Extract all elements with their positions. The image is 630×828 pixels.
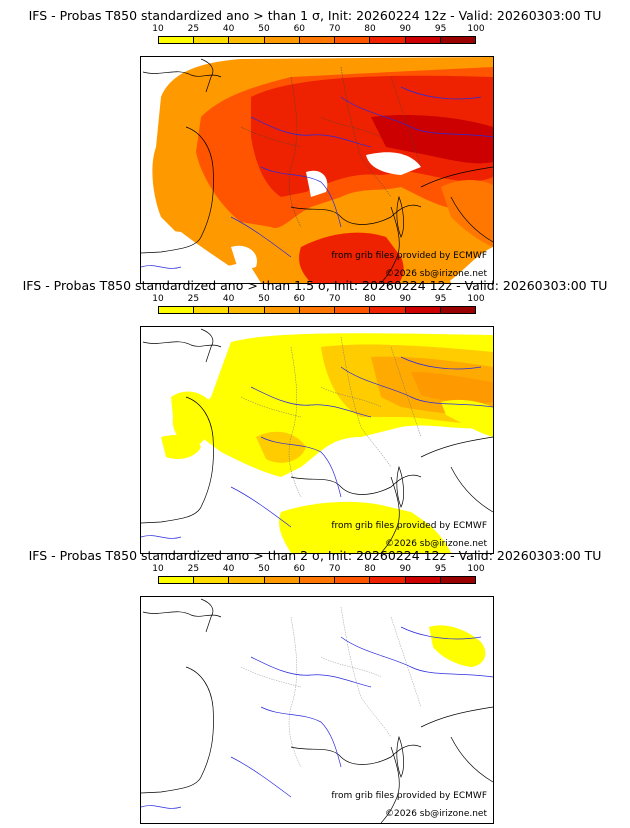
colorbar-legend: 10 25 40 50 60 70 80 90 95 100 (152, 294, 485, 318)
colorbar-swatch (229, 577, 265, 583)
colorbar-swatch (370, 307, 406, 313)
colorbar-tick-label: 25 (187, 564, 200, 574)
colorbar-swatch (335, 37, 371, 43)
colorbar-swatch (264, 577, 300, 583)
probability-map: from grib files provided by ECMWF ©2026 … (140, 596, 494, 824)
probability-map: from grib files provided by ECMWF ©2026 … (140, 326, 494, 554)
panel-title: IFS - Probas T850 standardized ano > tha… (28, 548, 602, 563)
map-canvas (141, 598, 493, 823)
colorbar-tick-label: 25 (187, 294, 200, 304)
colorbar-tick-label: 25 (187, 24, 200, 34)
map-canvas (141, 328, 493, 553)
colorbar-tick-label: 100 (467, 24, 485, 34)
colorbar-tick-label: 10 (152, 564, 164, 574)
colorbar-swatch (229, 307, 265, 313)
colorbar-swatch (194, 307, 230, 313)
colorbar-swatch (370, 37, 406, 43)
colorbar-swatch (405, 37, 441, 43)
colorbar-tick-label: 100 (467, 294, 485, 304)
colorbar-swatch (335, 577, 371, 583)
map-canvas (141, 57, 493, 283)
probability-fill (429, 625, 486, 667)
rivers (141, 86, 493, 269)
country-borders (240, 66, 422, 228)
colorbar-tick-label: 95 (434, 294, 447, 304)
colorbar-tick-label: 100 (467, 564, 485, 574)
colorbar-tick-label: 95 (434, 564, 447, 574)
map-panel-1-5sigma: IFS - Probas T850 standardized ano > tha… (0, 278, 630, 554)
colorbar-tick-label: 90 (399, 564, 412, 574)
colorbar-swatch (440, 577, 475, 583)
coastlines (141, 598, 493, 823)
panel-title: IFS - Probas T850 standardized ano > tha… (22, 278, 608, 293)
colorbar-swatch (440, 307, 475, 313)
map-panel-1sigma: IFS - Probas T850 standardized ano > tha… (0, 8, 630, 284)
credit-grib-source: from grib files provided by ECMWF (331, 521, 487, 531)
colorbar-swatch (370, 577, 406, 583)
panel-title: IFS - Probas T850 standardized ano > tha… (28, 8, 602, 23)
colorbar-tick-label: 70 (328, 294, 341, 304)
colorbar-swatch (440, 37, 475, 43)
probability-fill (141, 57, 493, 283)
coastlines (141, 58, 493, 283)
map-panel-2sigma: IFS - Probas T850 standardized ano > tha… (0, 548, 630, 824)
colorbar-swatch (405, 307, 441, 313)
colorbar-tick-label: 80 (364, 24, 376, 34)
colorbar-tick-label: 40 (222, 564, 235, 574)
colorbar-tick-label: 95 (434, 24, 447, 34)
colorbar-tick-label: 50 (258, 24, 270, 34)
colorbar-swatch (229, 37, 265, 43)
probability-map: from grib files provided by ECMWF ©2026 … (140, 56, 494, 284)
colorbar-swatch (159, 37, 195, 43)
colorbar-swatch (299, 577, 336, 583)
credit-copyright: ©2026 sb@irizone.net (385, 269, 487, 279)
credit-grib-source: from grib files provided by ECMWF (331, 251, 487, 261)
colorbar-swatch (335, 307, 371, 313)
colorbar-swatch (159, 307, 195, 313)
colorbar-tick-label: 10 (152, 294, 164, 304)
colorbar-legend: 10 25 40 50 60 70 80 90 95 100 (152, 24, 485, 48)
colorbar-swatch (299, 307, 336, 313)
rivers (141, 626, 493, 809)
colorbar-swatch (264, 37, 300, 43)
rivers (141, 356, 493, 539)
country-borders (240, 336, 422, 498)
colorbar-swatch (194, 577, 230, 583)
colorbar-tick-label: 70 (328, 24, 341, 34)
coastlines (141, 328, 493, 553)
colorbar-tick-label: 50 (258, 294, 270, 304)
colorbar-tick-label: 60 (293, 294, 306, 304)
colorbar-tick-label: 10 (152, 24, 164, 34)
colorbar-tick-label: 60 (293, 564, 306, 574)
colorbar-tick-label: 40 (222, 24, 235, 34)
colorbar-swatch (299, 37, 336, 43)
colorbar-tick-label: 60 (293, 24, 306, 34)
colorbar-swatch (264, 307, 300, 313)
credit-grib-source: from grib files provided by ECMWF (331, 791, 487, 801)
colorbar-legend: 10 25 40 50 60 70 80 90 95 100 (152, 564, 485, 588)
colorbar-swatches (158, 36, 476, 44)
credit-copyright: ©2026 sb@irizone.net (385, 809, 487, 819)
colorbar-tick-label: 50 (258, 564, 270, 574)
colorbar-swatches (158, 576, 476, 584)
colorbar-swatch (405, 577, 441, 583)
colorbar-tick-label: 70 (328, 564, 341, 574)
colorbar-swatch (194, 37, 230, 43)
colorbar-swatch (159, 577, 195, 583)
colorbar-swatches (158, 306, 476, 314)
credit-copyright: ©2026 sb@irizone.net (385, 539, 487, 549)
colorbar-tick-label: 80 (364, 294, 376, 304)
colorbar-tick-label: 90 (399, 24, 412, 34)
country-borders (240, 606, 422, 768)
colorbar-tick-label: 80 (364, 564, 376, 574)
colorbar-tick-label: 40 (222, 294, 235, 304)
colorbar-tick-label: 90 (399, 294, 412, 304)
